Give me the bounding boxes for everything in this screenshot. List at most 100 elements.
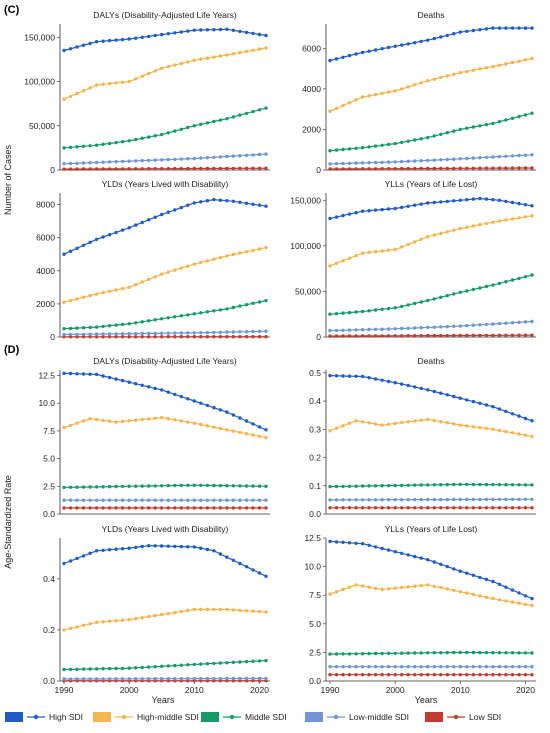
data-point bbox=[373, 334, 378, 338]
data-point bbox=[134, 77, 138, 81]
data-point bbox=[62, 162, 66, 166]
data-point bbox=[225, 506, 229, 510]
data-point bbox=[478, 401, 482, 405]
data-point bbox=[328, 312, 332, 316]
data-point bbox=[400, 245, 404, 249]
data-point bbox=[199, 200, 203, 204]
data-point bbox=[173, 392, 177, 397]
data-point bbox=[153, 215, 157, 219]
data-point bbox=[484, 122, 489, 127]
data-point bbox=[264, 658, 268, 663]
data-point bbox=[426, 506, 430, 510]
data-point bbox=[334, 498, 339, 502]
data-point bbox=[140, 506, 144, 510]
legend-marker bbox=[229, 714, 235, 720]
legend-label: High-middle SDI bbox=[137, 712, 199, 722]
data-point bbox=[406, 665, 410, 669]
data-point bbox=[179, 609, 183, 614]
y-tick-label: 50,000 bbox=[295, 286, 321, 296]
data-point bbox=[445, 131, 449, 135]
data-point bbox=[426, 497, 430, 502]
data-point bbox=[166, 390, 170, 394]
data-point bbox=[251, 676, 255, 681]
data-point bbox=[173, 483, 177, 488]
data-point bbox=[134, 617, 138, 621]
data-point bbox=[504, 497, 508, 502]
data-point bbox=[419, 418, 423, 422]
data-point bbox=[380, 160, 384, 164]
data-point bbox=[347, 147, 352, 151]
data-point bbox=[445, 230, 449, 234]
data-point bbox=[225, 498, 229, 502]
data-point bbox=[452, 72, 456, 77]
data-point bbox=[88, 622, 92, 626]
data-point bbox=[504, 62, 508, 66]
data-point bbox=[192, 662, 196, 667]
data-point bbox=[510, 217, 515, 221]
data-point bbox=[205, 676, 210, 681]
data-point bbox=[251, 422, 255, 426]
data-point bbox=[264, 574, 268, 578]
data-point bbox=[419, 665, 423, 669]
data-point bbox=[471, 573, 476, 577]
data-point bbox=[81, 295, 86, 299]
data-point bbox=[153, 484, 157, 488]
data-point bbox=[432, 418, 436, 423]
data-point bbox=[439, 158, 443, 162]
series-line bbox=[63, 416, 267, 439]
data-point bbox=[328, 652, 332, 656]
series-middle-sdi bbox=[62, 106, 268, 150]
data-point bbox=[386, 334, 391, 338]
data-point bbox=[153, 335, 157, 339]
data-point bbox=[127, 618, 131, 622]
data-point bbox=[251, 166, 255, 170]
y-tick-label: 150,000 bbox=[290, 195, 321, 205]
data-point bbox=[484, 221, 489, 226]
data-point bbox=[134, 666, 138, 670]
y-tick-label: 2.5 bbox=[309, 647, 321, 657]
series-line bbox=[329, 320, 533, 332]
data-point bbox=[179, 506, 183, 510]
data-point bbox=[114, 167, 118, 171]
data-point bbox=[465, 166, 469, 170]
data-point bbox=[114, 484, 118, 489]
data-point bbox=[530, 214, 534, 218]
data-point bbox=[218, 498, 223, 502]
data-point bbox=[173, 610, 177, 615]
data-point bbox=[68, 161, 73, 166]
data-point bbox=[413, 203, 417, 207]
data-point bbox=[465, 497, 469, 502]
data-point bbox=[413, 419, 417, 423]
data-point bbox=[491, 64, 495, 69]
data-point bbox=[452, 157, 456, 161]
data-point bbox=[68, 677, 73, 681]
data-point bbox=[347, 541, 352, 545]
data-point bbox=[465, 673, 469, 677]
data-point bbox=[251, 202, 255, 206]
data-point bbox=[107, 289, 112, 293]
data-point bbox=[107, 484, 112, 489]
data-point bbox=[257, 335, 262, 339]
data-point bbox=[406, 585, 410, 589]
data-point bbox=[199, 57, 203, 61]
data-point bbox=[452, 497, 456, 502]
data-point bbox=[140, 484, 144, 488]
data-point bbox=[81, 43, 86, 47]
data-point bbox=[400, 506, 404, 510]
data-point bbox=[406, 383, 410, 388]
series-line bbox=[329, 215, 533, 267]
series-middle-sdi bbox=[62, 298, 268, 331]
data-point bbox=[81, 332, 86, 336]
series-middle-sdi bbox=[328, 650, 534, 656]
data-point bbox=[517, 432, 521, 436]
data-point bbox=[264, 245, 268, 250]
data-point bbox=[212, 549, 216, 553]
data-point bbox=[127, 546, 131, 550]
series-high-middle-sdi bbox=[328, 417, 534, 439]
series-low-sdi bbox=[328, 506, 534, 510]
series-line bbox=[63, 300, 267, 330]
data-point bbox=[367, 651, 371, 656]
data-point bbox=[471, 166, 476, 170]
data-point bbox=[231, 115, 236, 119]
data-point bbox=[160, 66, 164, 70]
